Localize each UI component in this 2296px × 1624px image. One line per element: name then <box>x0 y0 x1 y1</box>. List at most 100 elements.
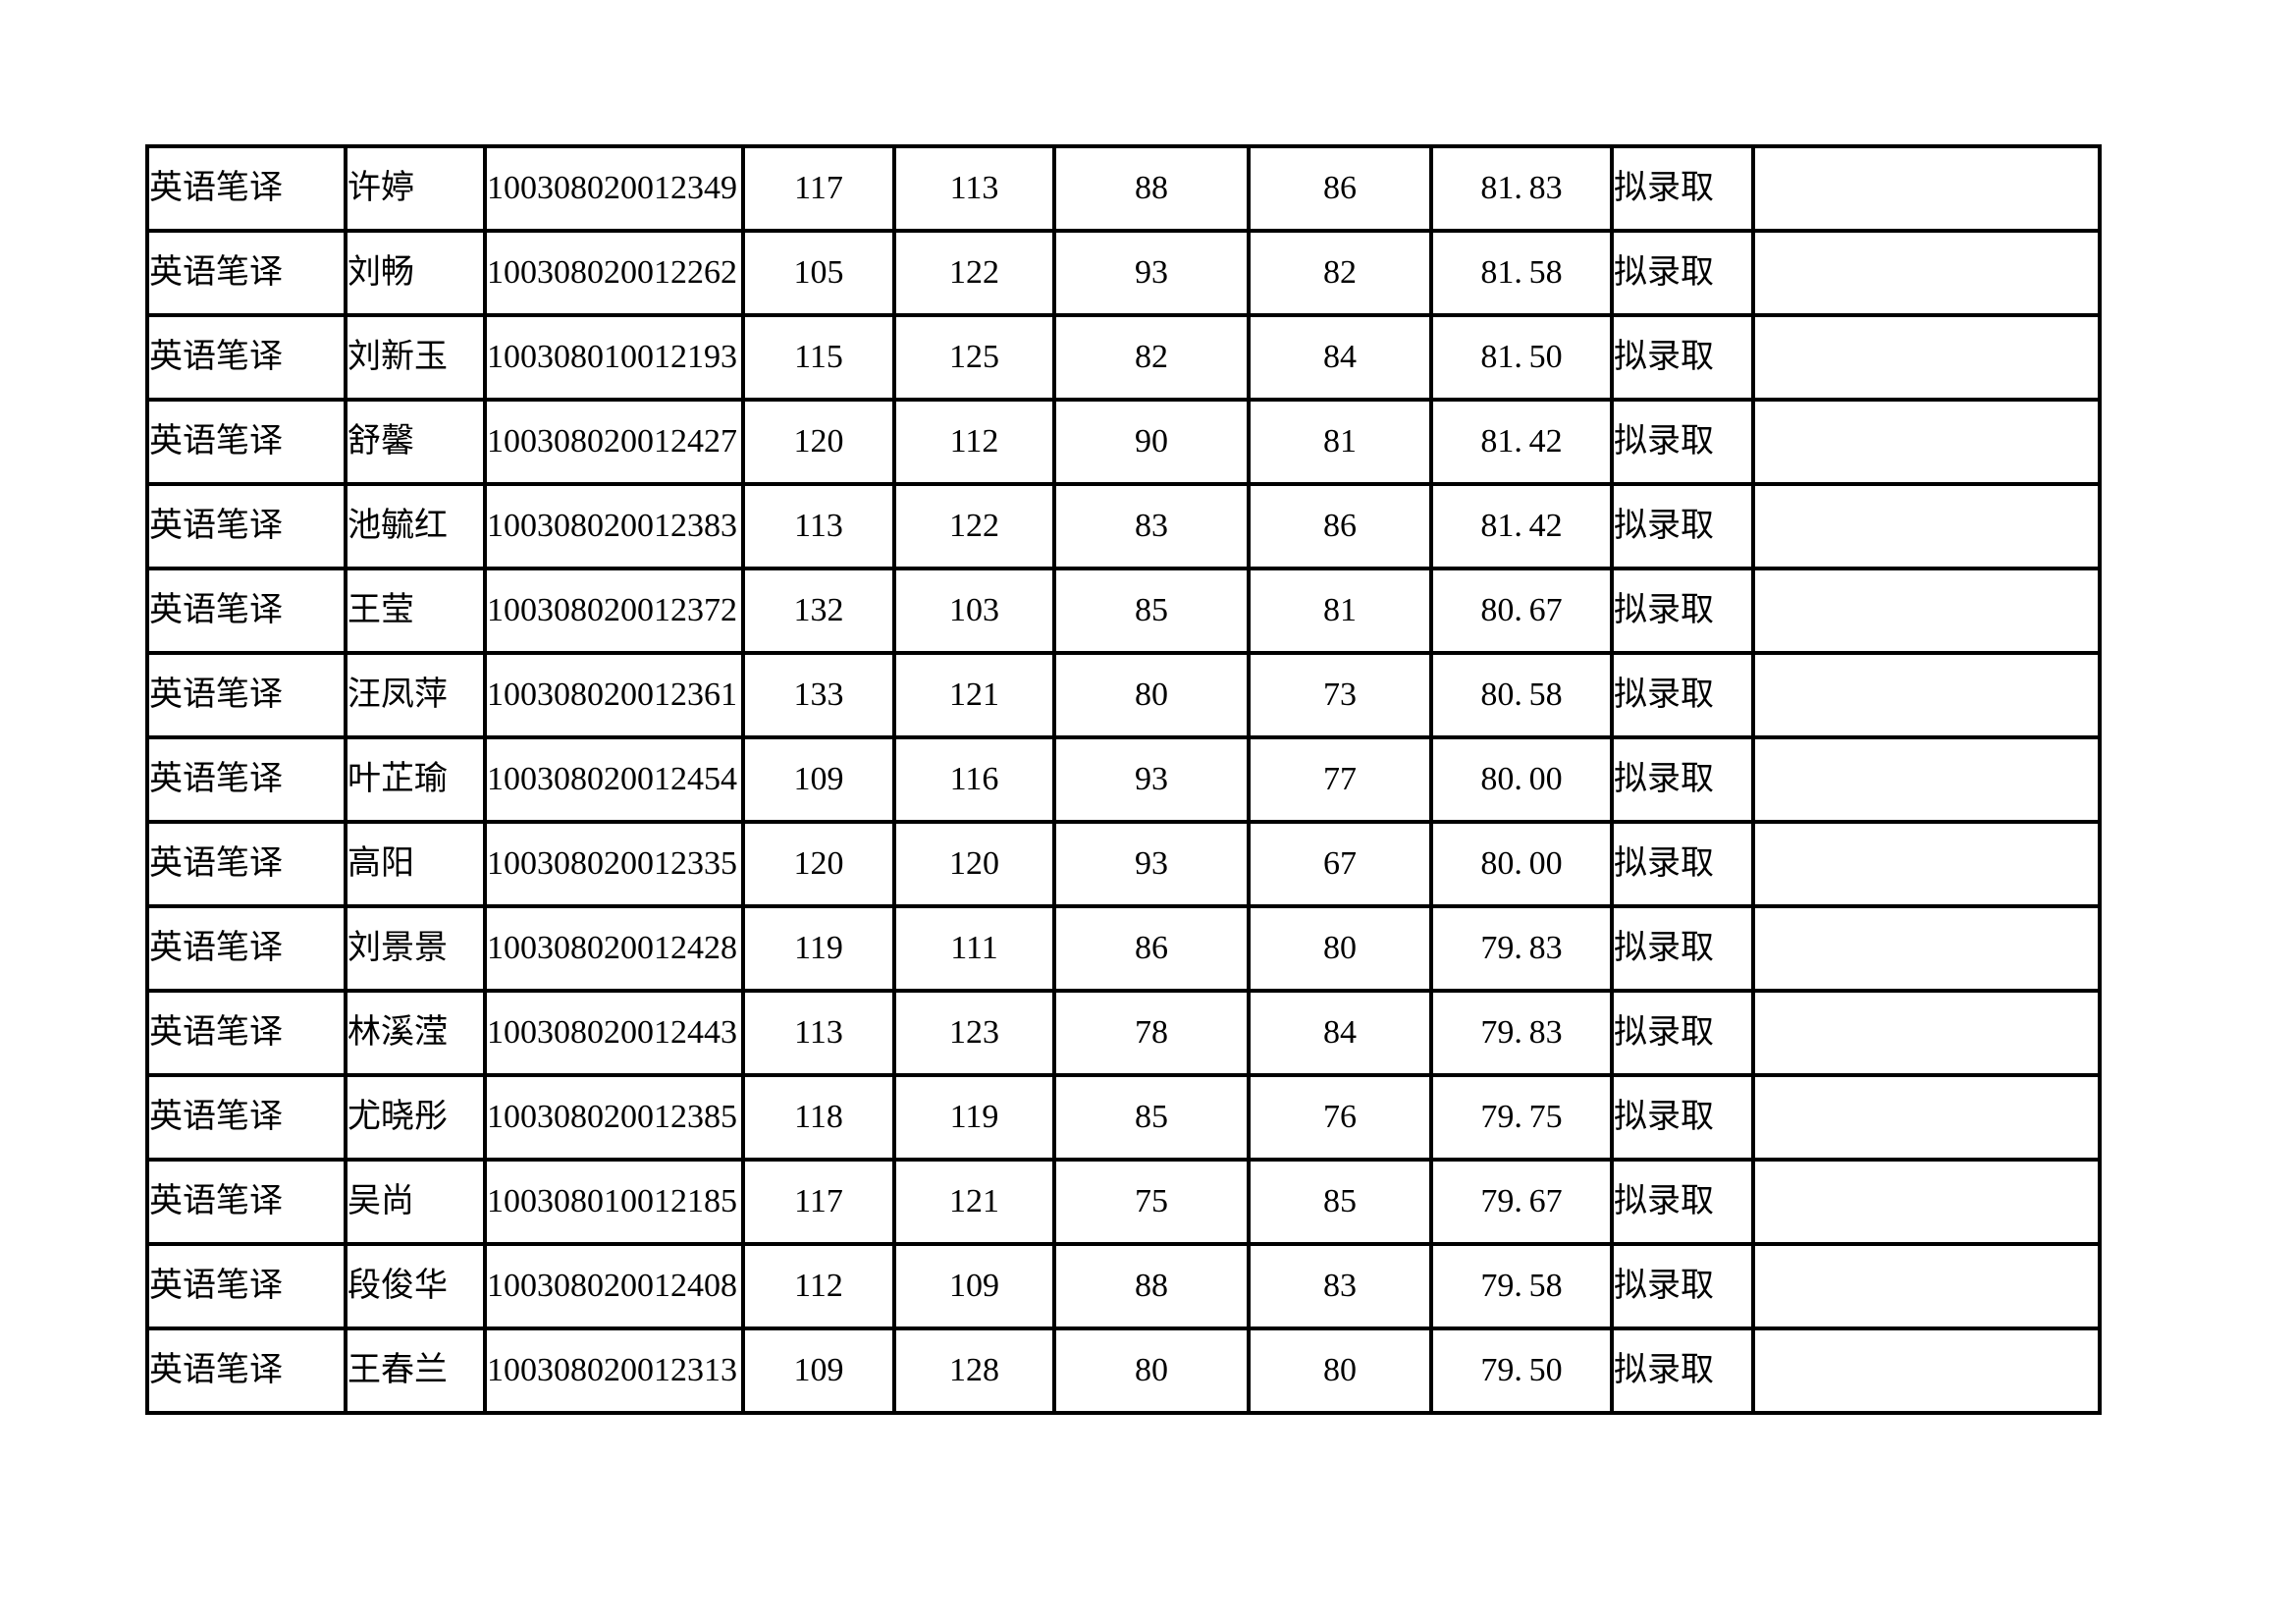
cell-major: 英语笔译 <box>145 651 347 739</box>
cell-major: 英语笔译 <box>145 1158 347 1246</box>
cell-score_4: 84 <box>1247 313 1433 402</box>
cell-note <box>1751 989 2102 1077</box>
cell-note <box>1751 398 2102 486</box>
cell-score_3: 75 <box>1052 1158 1251 1246</box>
cell-score_1: 115 <box>741 313 896 402</box>
cell-score_3: 93 <box>1052 820 1251 908</box>
cell-candidate_id: 100308020012443 <box>483 989 745 1077</box>
cell-major: 英语笔译 <box>145 1326 347 1415</box>
cell-major: 英语笔译 <box>145 313 347 402</box>
table-row: 英语笔译 吴尚 100308010012185 117 121 75 85 79. 67 拟录取 <box>145 1158 2102 1246</box>
cell-total: 80. 58 <box>1429 651 1614 739</box>
cell-candidate_id: 100308010012193 <box>483 313 745 402</box>
cell-candidate_id: 100308020012385 <box>483 1073 745 1162</box>
cell-name: 舒馨 <box>344 398 487 486</box>
cell-score_4: 77 <box>1247 735 1433 824</box>
cell-score_4: 81 <box>1247 398 1433 486</box>
table-row: 英语笔译 尤晓彤 100308020012385 118 119 85 76 79. 75 拟录… <box>145 1073 2102 1162</box>
cell-name: 林溪滢 <box>344 989 487 1077</box>
cell-major: 英语笔译 <box>145 820 347 908</box>
cell-name: 王春兰 <box>344 1326 487 1415</box>
cell-total: 81. 50 <box>1429 313 1614 402</box>
cell-candidate_id: 100308020012408 <box>483 1242 745 1330</box>
table-row: 英语笔译 段俊华 100308020012408 112 109 88 83 79. 58 拟录… <box>145 1242 2102 1330</box>
cell-score_3: 78 <box>1052 989 1251 1077</box>
cell-status: 拟录取 <box>1610 735 1755 824</box>
cell-score_2: 121 <box>892 651 1056 739</box>
cell-total: 81. 42 <box>1429 398 1614 486</box>
cell-score_1: 133 <box>741 651 896 739</box>
cell-note <box>1751 651 2102 739</box>
cell-score_3: 86 <box>1052 904 1251 993</box>
cell-total: 79. 50 <box>1429 1326 1614 1415</box>
cell-score_2: 119 <box>892 1073 1056 1162</box>
cell-status: 拟录取 <box>1610 1073 1755 1162</box>
cell-score_4: 67 <box>1247 820 1433 908</box>
table-row: 英语笔译 刘新玉 100308010012193 115 125 82 84 81. 50 拟录… <box>145 313 2102 402</box>
cell-note <box>1751 144 2102 233</box>
cell-score_2: 111 <box>892 904 1056 993</box>
cell-score_1: 118 <box>741 1073 896 1162</box>
cell-candidate_id: 100308020012262 <box>483 229 745 317</box>
cell-name: 刘新玉 <box>344 313 487 402</box>
cell-candidate_id: 100308020012454 <box>483 735 745 824</box>
cell-name: 池毓红 <box>344 482 487 570</box>
cell-score_3: 85 <box>1052 567 1251 655</box>
cell-status: 拟录取 <box>1610 144 1755 233</box>
cell-note <box>1751 1158 2102 1246</box>
cell-candidate_id: 100308020012372 <box>483 567 745 655</box>
cell-score_2: 122 <box>892 482 1056 570</box>
cell-score_3: 80 <box>1052 651 1251 739</box>
cell-score_1: 117 <box>741 144 896 233</box>
cell-score_1: 132 <box>741 567 896 655</box>
cell-note <box>1751 1326 2102 1415</box>
cell-total: 79. 83 <box>1429 989 1614 1077</box>
cell-score_3: 83 <box>1052 482 1251 570</box>
admission-table: 英语笔译 许婷 100308020012349 117 113 88 86 81. 83 拟录取… <box>145 144 2102 1415</box>
cell-status: 拟录取 <box>1610 313 1755 402</box>
table-row: 英语笔译 王莹 100308020012372 132 103 85 81 80. 67 拟录取 <box>145 567 2102 655</box>
cell-score_4: 84 <box>1247 989 1433 1077</box>
cell-score_2: 109 <box>892 1242 1056 1330</box>
cell-note <box>1751 567 2102 655</box>
cell-score_4: 82 <box>1247 229 1433 317</box>
cell-score_2: 125 <box>892 313 1056 402</box>
table-row: 英语笔译 王春兰 100308020012313 109 128 80 80 79. 50 拟录… <box>145 1326 2102 1415</box>
cell-candidate_id: 100308020012335 <box>483 820 745 908</box>
cell-score_2: 113 <box>892 144 1056 233</box>
cell-status: 拟录取 <box>1610 1158 1755 1246</box>
table-row: 英语笔译 叶芷瑜 100308020012454 109 116 93 77 80. 00 拟录… <box>145 735 2102 824</box>
cell-score_3: 88 <box>1052 144 1251 233</box>
table-row: 英语笔译 汪凤萍 100308020012361 133 121 80 73 80. 58 拟录… <box>145 651 2102 739</box>
cell-major: 英语笔译 <box>145 482 347 570</box>
cell-score_1: 113 <box>741 482 896 570</box>
cell-score_3: 82 <box>1052 313 1251 402</box>
cell-name: 吴尚 <box>344 1158 487 1246</box>
cell-name: 高阳 <box>344 820 487 908</box>
cell-total: 79. 83 <box>1429 904 1614 993</box>
cell-score_1: 109 <box>741 735 896 824</box>
cell-note <box>1751 1073 2102 1162</box>
cell-score_3: 88 <box>1052 1242 1251 1330</box>
cell-score_4: 85 <box>1247 1158 1433 1246</box>
cell-status: 拟录取 <box>1610 1326 1755 1415</box>
cell-major: 英语笔译 <box>145 144 347 233</box>
cell-score_1: 119 <box>741 904 896 993</box>
cell-note <box>1751 229 2102 317</box>
cell-note <box>1751 482 2102 570</box>
cell-score_2: 128 <box>892 1326 1056 1415</box>
table-row: 英语笔译 高阳 100308020012335 120 120 93 67 80. 00 拟录取 <box>145 820 2102 908</box>
cell-name: 刘畅 <box>344 229 487 317</box>
cell-score_4: 80 <box>1247 1326 1433 1415</box>
table-row: 英语笔译 林溪滢 100308020012443 113 123 78 84 79. 83 拟录… <box>145 989 2102 1077</box>
cell-score_3: 93 <box>1052 229 1251 317</box>
cell-score_2: 120 <box>892 820 1056 908</box>
table-row: 英语笔译 刘景景 100308020012428 119 111 86 80 79. 83 拟录… <box>145 904 2102 993</box>
cell-note <box>1751 735 2102 824</box>
cell-score_4: 83 <box>1247 1242 1433 1330</box>
cell-score_2: 103 <box>892 567 1056 655</box>
cell-major: 英语笔译 <box>145 567 347 655</box>
table-row: 英语笔译 许婷 100308020012349 117 113 88 86 81. 83 拟录取 <box>145 144 2102 233</box>
cell-candidate_id: 100308020012349 <box>483 144 745 233</box>
